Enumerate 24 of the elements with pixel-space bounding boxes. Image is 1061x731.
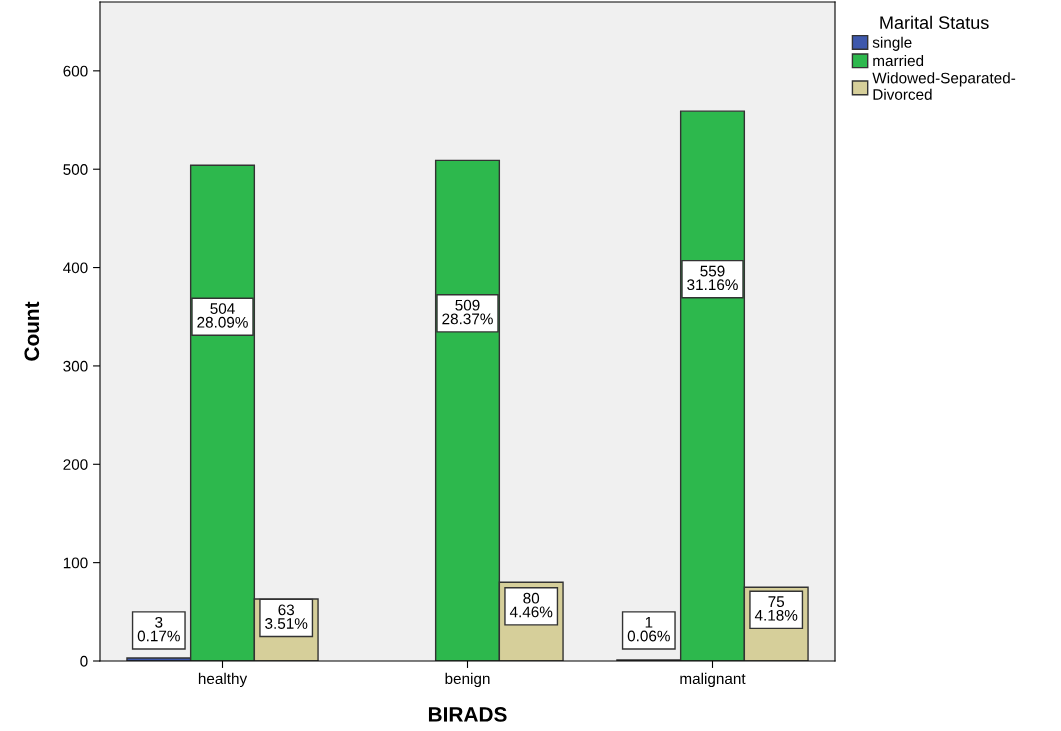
data-label: 504 28.09% xyxy=(197,303,248,328)
x-axis-title: BIRADS xyxy=(428,707,507,722)
legend-title: Marital Status xyxy=(880,15,989,30)
data-label: 3 0.17% xyxy=(137,616,180,642)
y-tick-label: 600 xyxy=(63,65,88,77)
data-label: 63 3.51% xyxy=(265,604,308,629)
y-tick-label: 0 xyxy=(80,655,88,667)
y-tick-label: 400 xyxy=(63,262,88,274)
legend-label: married xyxy=(873,54,924,67)
x-tick-label: healthy xyxy=(198,672,248,688)
data-label: 75 4.18% xyxy=(754,596,798,621)
y-tick-label: 300 xyxy=(63,360,88,372)
y-axis-title: Count xyxy=(24,301,40,361)
data-label: 80 4.46% xyxy=(509,592,553,618)
y-tick-label: 100 xyxy=(63,557,88,569)
data-label: 509 28.37% xyxy=(442,299,493,325)
x-tick-label: malignant xyxy=(680,672,746,688)
data-label: 559 31.16% xyxy=(687,265,738,291)
data-label: 1 0.06% xyxy=(627,617,670,642)
y-tick-label: 500 xyxy=(63,164,88,175)
y-tick-label: 200 xyxy=(63,459,88,470)
legend-label: Widowed-Separated- Divorced xyxy=(872,72,1016,100)
x-tick-label: benign xyxy=(445,672,490,688)
legend-label: single xyxy=(872,36,912,51)
